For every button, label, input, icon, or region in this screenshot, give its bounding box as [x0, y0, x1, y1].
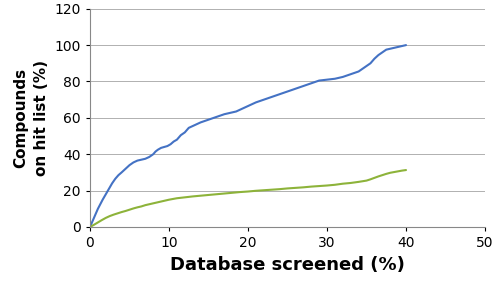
Y-axis label: Compounds
on hit list (%): Compounds on hit list (%): [13, 60, 49, 176]
X-axis label: Database screened (%): Database screened (%): [170, 255, 405, 274]
